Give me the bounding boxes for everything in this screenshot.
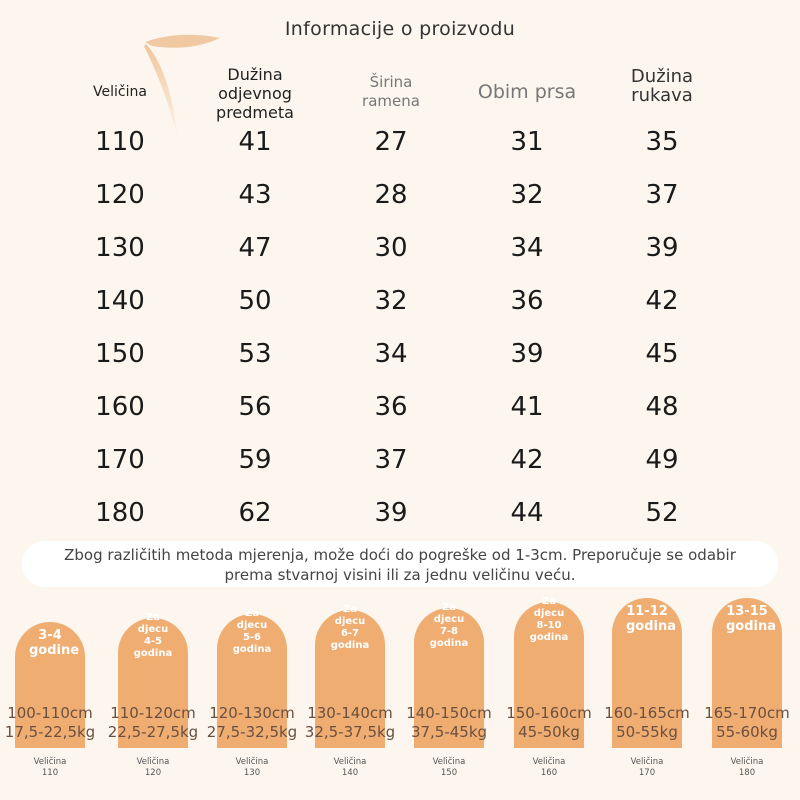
table-cell: 31 bbox=[510, 127, 544, 157]
size-card: 11-12 godina bbox=[612, 598, 682, 748]
height-weight-range: 165-170cm 55-60kg bbox=[692, 704, 800, 742]
table-cell: 37 bbox=[374, 445, 408, 475]
height-range: 100-110cm bbox=[7, 704, 93, 722]
height-weight-range: 120-130cm 27,5-32,5kg bbox=[197, 704, 307, 742]
size-card: Za djecu 7-8 godina bbox=[414, 602, 484, 748]
table-cell: 41 bbox=[510, 392, 544, 422]
table-cell: 39 bbox=[510, 339, 544, 369]
age-label: Za djecu 5-6 godina bbox=[232, 608, 272, 655]
size-card: Za djecu 6-7 godina bbox=[315, 604, 385, 748]
table-cell: 140 bbox=[95, 286, 145, 316]
size-label: Veličina 170 bbox=[630, 757, 664, 778]
column-header: Širina ramena bbox=[362, 73, 420, 110]
weight-range: 27,5-32,5kg bbox=[206, 723, 298, 741]
weight-range: 22,5-27,5kg bbox=[107, 723, 199, 741]
size-card: Za djecu 4-5 godina bbox=[118, 612, 188, 748]
table-cell: 34 bbox=[510, 233, 544, 263]
height-weight-range: 130-140cm 32,5-37,5kg bbox=[295, 704, 405, 742]
size-card: 3-4 godine bbox=[15, 622, 85, 748]
table-cell: 30 bbox=[374, 233, 408, 263]
table-cell: 49 bbox=[645, 445, 679, 475]
height-range: 140-150cm bbox=[406, 704, 492, 722]
height-range: 150-160cm bbox=[506, 704, 592, 722]
table-cell: 62 bbox=[238, 498, 272, 528]
table-cell: 27 bbox=[374, 127, 408, 157]
table-cell: 32 bbox=[374, 286, 408, 316]
height-weight-range: 110-120cm 22,5-27,5kg bbox=[98, 704, 208, 742]
height-range: 165-170cm bbox=[704, 704, 790, 722]
size-label: Veličina 140 bbox=[333, 757, 367, 778]
table-cell: 37 bbox=[645, 180, 679, 210]
size-label: Veličina 120 bbox=[136, 757, 170, 778]
height-range: 160-165cm bbox=[604, 704, 690, 722]
table-cell: 53 bbox=[238, 339, 272, 369]
size-label: Veličina 160 bbox=[532, 757, 566, 778]
height-weight-range: 100-110cm 17,5-22,5kg bbox=[0, 704, 105, 742]
size-card: 13-15 godina bbox=[712, 598, 782, 748]
table-cell: 32 bbox=[510, 180, 544, 210]
note-line-2: prema stvarnoj visini ili za jednu velič… bbox=[224, 566, 576, 584]
size-label: Veličina 110 bbox=[33, 757, 67, 778]
weight-range: 50-55kg bbox=[616, 723, 678, 741]
table-cell: 130 bbox=[95, 233, 145, 263]
table-cell: 44 bbox=[510, 498, 544, 528]
table-cell: 35 bbox=[645, 127, 679, 157]
column-header: Veličina bbox=[93, 84, 147, 100]
table-cell: 180 bbox=[95, 498, 145, 528]
note-line-1: Zbog različitih metoda mjerenja, može do… bbox=[64, 546, 736, 564]
size-card: Za djecu 8-10 godina bbox=[514, 596, 584, 748]
table-cell: 45 bbox=[645, 339, 679, 369]
table-cell: 28 bbox=[374, 180, 408, 210]
decorative-leaf-icon bbox=[144, 34, 220, 140]
table-cell: 52 bbox=[645, 498, 679, 528]
height-weight-range: 150-160cm 45-50kg bbox=[494, 704, 604, 742]
table-cell: 34 bbox=[374, 339, 408, 369]
column-header: Dužina odjevnog predmeta bbox=[216, 65, 294, 122]
table-cell: 48 bbox=[645, 392, 679, 422]
size-label: Veličina 150 bbox=[432, 757, 466, 778]
size-card: Za djecu 5-6 godina bbox=[217, 608, 287, 748]
height-range: 110-120cm bbox=[110, 704, 196, 722]
table-cell: 110 bbox=[95, 127, 145, 157]
table-cell: 39 bbox=[645, 233, 679, 263]
weight-range: 17,5-22,5kg bbox=[4, 723, 96, 741]
measurement-note: Zbog različitih metoda mjerenja, može do… bbox=[22, 541, 778, 587]
column-header: Obim prsa bbox=[477, 81, 577, 103]
height-range: 120-130cm bbox=[209, 704, 295, 722]
table-cell: 41 bbox=[238, 127, 272, 157]
table-cell: 43 bbox=[238, 180, 272, 210]
column-header: Dužina rukava bbox=[630, 66, 694, 106]
table-cell: 160 bbox=[95, 392, 145, 422]
age-label: 13-15 godina bbox=[726, 604, 777, 634]
table-cell: 36 bbox=[510, 286, 544, 316]
table-cell: 59 bbox=[238, 445, 272, 475]
age-label: Za djecu 7-8 godina bbox=[429, 602, 469, 649]
age-label: 11-12 godina bbox=[626, 604, 677, 634]
size-label: Veličina 180 bbox=[730, 757, 764, 778]
age-label: Za djecu 6-7 godina bbox=[330, 604, 370, 651]
table-cell: 120 bbox=[95, 180, 145, 210]
table-cell: 150 bbox=[95, 339, 145, 369]
age-label: Za djecu 8-10 godina bbox=[529, 596, 569, 643]
weight-range: 55-60kg bbox=[716, 723, 778, 741]
table-cell: 42 bbox=[510, 445, 544, 475]
table-cell: 39 bbox=[374, 498, 408, 528]
size-label: Veličina 130 bbox=[235, 757, 269, 778]
weight-range: 32,5-37,5kg bbox=[304, 723, 396, 741]
height-weight-range: 160-165cm 50-55kg bbox=[592, 704, 702, 742]
table-cell: 170 bbox=[95, 445, 145, 475]
table-cell: 36 bbox=[374, 392, 408, 422]
table-cell: 42 bbox=[645, 286, 679, 316]
height-weight-range: 140-150cm 37,5-45kg bbox=[394, 704, 504, 742]
height-range: 130-140cm bbox=[307, 704, 393, 722]
table-cell: 56 bbox=[238, 392, 272, 422]
weight-range: 37,5-45kg bbox=[410, 723, 488, 741]
age-label: 3-4 godine bbox=[29, 628, 80, 658]
table-cell: 47 bbox=[238, 233, 272, 263]
table-cell: 50 bbox=[238, 286, 272, 316]
page-title: Informacije o proizvodu bbox=[284, 18, 516, 40]
age-label: Za djecu 4-5 godina bbox=[133, 612, 173, 659]
weight-range: 45-50kg bbox=[518, 723, 580, 741]
